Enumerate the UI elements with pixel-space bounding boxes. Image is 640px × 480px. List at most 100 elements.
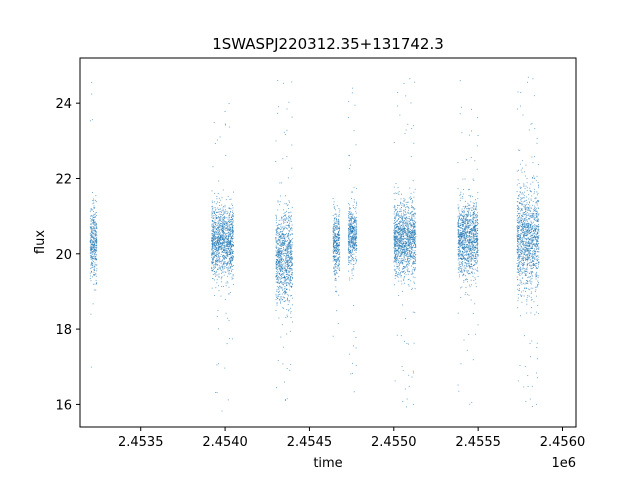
data-point bbox=[225, 236, 227, 238]
data-point bbox=[214, 264, 216, 266]
data-point bbox=[287, 295, 289, 297]
data-point bbox=[289, 247, 291, 249]
data-point bbox=[90, 232, 92, 233]
data-point bbox=[220, 246, 222, 247]
data-point bbox=[400, 222, 402, 223]
data-point bbox=[414, 224, 415, 225]
data-point bbox=[230, 241, 231, 243]
data-point bbox=[396, 219, 398, 221]
data-point bbox=[410, 253, 412, 255]
data-point bbox=[212, 218, 214, 219]
data-point bbox=[348, 252, 349, 254]
data-point bbox=[229, 338, 230, 340]
data-point bbox=[282, 233, 284, 235]
data-point bbox=[397, 234, 399, 236]
data-point bbox=[226, 258, 227, 259]
data-point bbox=[413, 245, 414, 247]
data-point bbox=[211, 237, 213, 239]
data-point bbox=[400, 203, 402, 205]
data-point bbox=[469, 256, 471, 258]
data-point bbox=[458, 244, 460, 246]
data-point bbox=[224, 240, 226, 242]
data-point bbox=[395, 222, 397, 224]
data-point bbox=[224, 204, 226, 206]
data-point bbox=[277, 246, 279, 248]
data-point bbox=[414, 241, 416, 243]
data-point bbox=[222, 238, 224, 240]
data-point bbox=[278, 286, 280, 288]
data-point bbox=[337, 220, 339, 222]
data-point bbox=[407, 227, 409, 229]
data-point bbox=[276, 302, 278, 304]
data-point bbox=[396, 275, 398, 277]
data-point bbox=[404, 223, 406, 225]
data-point bbox=[212, 205, 214, 207]
data-point bbox=[228, 286, 230, 288]
data-point bbox=[336, 225, 338, 227]
data-point bbox=[472, 237, 474, 239]
data-point bbox=[350, 227, 352, 229]
data-point bbox=[94, 216, 96, 217]
data-point bbox=[289, 279, 291, 281]
data-point bbox=[228, 248, 230, 250]
data-point bbox=[395, 245, 397, 247]
data-point bbox=[476, 214, 478, 216]
data-point bbox=[352, 241, 354, 243]
data-point bbox=[348, 270, 350, 272]
data-point bbox=[289, 280, 291, 282]
data-point bbox=[403, 230, 405, 232]
data-point bbox=[401, 231, 403, 233]
data-point bbox=[218, 256, 220, 258]
data-point bbox=[403, 277, 405, 279]
data-point bbox=[335, 220, 337, 222]
data-point bbox=[466, 224, 468, 226]
data-point bbox=[279, 201, 281, 203]
data-point bbox=[411, 233, 413, 235]
data-point bbox=[91, 240, 93, 242]
data-point bbox=[407, 258, 409, 260]
data-point bbox=[409, 78, 411, 80]
data-point bbox=[227, 245, 229, 247]
data-point bbox=[339, 229, 341, 231]
data-point bbox=[226, 235, 228, 237]
data-point bbox=[91, 209, 93, 211]
data-point bbox=[469, 231, 471, 233]
data-point bbox=[336, 267, 338, 269]
data-point bbox=[222, 219, 224, 221]
data-point bbox=[217, 233, 219, 235]
data-point bbox=[394, 252, 395, 254]
data-point bbox=[276, 252, 278, 254]
data-point bbox=[395, 183, 397, 185]
data-point bbox=[470, 248, 472, 250]
data-point bbox=[402, 242, 404, 244]
data-point bbox=[90, 245, 92, 247]
data-point bbox=[211, 212, 213, 214]
data-point bbox=[93, 245, 95, 247]
data-point bbox=[352, 275, 354, 276]
data-point bbox=[404, 237, 406, 239]
data-point bbox=[277, 209, 279, 211]
data-point bbox=[410, 207, 412, 208]
data-point bbox=[291, 273, 293, 275]
data-point bbox=[459, 258, 461, 260]
data-point bbox=[348, 264, 350, 265]
data-point bbox=[464, 219, 466, 221]
data-point bbox=[394, 225, 396, 226]
data-point bbox=[472, 275, 474, 277]
data-point bbox=[232, 231, 234, 233]
data-point bbox=[411, 219, 413, 221]
data-point bbox=[348, 241, 350, 243]
data-point bbox=[278, 295, 280, 297]
data-point bbox=[355, 239, 357, 241]
data-point bbox=[337, 266, 339, 268]
data-point bbox=[229, 258, 231, 260]
data-point bbox=[288, 278, 290, 280]
data-point bbox=[335, 241, 337, 243]
data-point bbox=[351, 241, 353, 243]
data-point bbox=[282, 268, 284, 270]
data-point bbox=[402, 233, 404, 235]
data-point bbox=[413, 246, 415, 248]
data-point bbox=[339, 209, 341, 211]
data-point bbox=[401, 228, 403, 230]
data-point bbox=[213, 231, 215, 232]
